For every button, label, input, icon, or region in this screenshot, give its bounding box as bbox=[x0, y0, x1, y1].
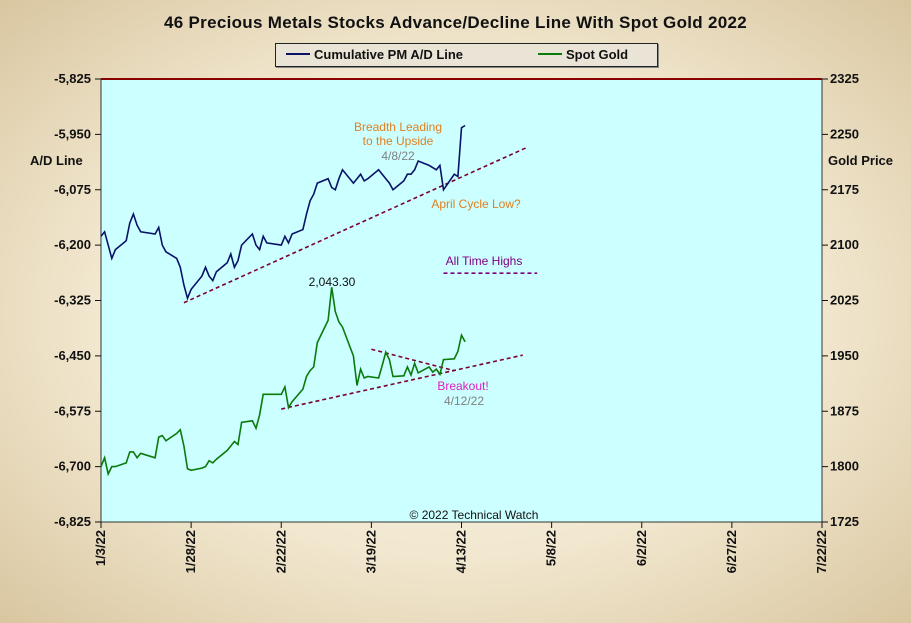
legend-swatch-ad-line bbox=[286, 52, 310, 55]
annotation-copyright: © 2022 Technical Watch bbox=[410, 508, 539, 522]
y-right-tick-label: 2325 bbox=[830, 71, 859, 86]
y-axis-right: 2325 2250 2175 2100 2025 1950 1875 1800 1725 bbox=[822, 71, 859, 529]
x-tick-label: 5/8/22 bbox=[544, 530, 559, 566]
y-right-tick-label: 1950 bbox=[830, 348, 859, 363]
y-left-tick-label: -6,700 bbox=[54, 459, 91, 474]
legend-label-spot-gold: Spot Gold bbox=[566, 47, 629, 62]
y-right-tick-label: 2100 bbox=[830, 237, 859, 252]
y-axis-left: -5,825 -5,950 -6,075 -6,200 -6,325 -6,450 -6,5… bbox=[54, 71, 101, 529]
y-right-tick-label: 2025 bbox=[830, 293, 859, 308]
plot-area bbox=[100, 78, 823, 523]
annotation-all-time-highs: All Time Highs bbox=[446, 254, 523, 268]
annotation-date-4-12-22: 4/12/22 bbox=[444, 394, 484, 408]
y-left-tick-label: -6,200 bbox=[54, 237, 91, 252]
x-tick-label: 6/2/22 bbox=[634, 530, 649, 566]
legend-item-spot-gold: Spot Gold bbox=[538, 47, 628, 62]
y-left-tick-label: -6,825 bbox=[54, 514, 91, 529]
y-left-tick-label: -6,075 bbox=[54, 182, 91, 197]
series-line-gold bbox=[100, 287, 466, 477]
annotation-breakout: Breakout! bbox=[437, 379, 488, 393]
x-tick-label: 2/22/22 bbox=[273, 530, 288, 573]
y-right-tick-label: 2175 bbox=[830, 182, 859, 197]
y-right-tick-label: 1875 bbox=[830, 403, 859, 418]
legend-label-ad-line: Cumulative PM A/D Line bbox=[314, 47, 464, 62]
annotation-to-the-upside: to the Upside bbox=[363, 134, 434, 148]
y-axis-left-label: A/D Line bbox=[30, 153, 83, 168]
x-tick-label: 1/3/22 bbox=[93, 530, 108, 566]
y-axis-right-label: Gold Price bbox=[828, 153, 893, 168]
y-right-tick-label: 1725 bbox=[830, 514, 859, 529]
x-tick-label: 1/28/22 bbox=[183, 530, 198, 573]
y-right-tick-label: 1800 bbox=[830, 459, 859, 474]
annotation-breadth-leading: Breadth Leading bbox=[354, 120, 442, 134]
series-line-ad bbox=[100, 124, 466, 301]
y-left-tick-label: -6,575 bbox=[54, 403, 91, 418]
y-left-tick-label: -6,450 bbox=[54, 348, 91, 363]
x-tick-label: 6/27/22 bbox=[724, 530, 739, 573]
y-right-tick-label: 2250 bbox=[830, 126, 859, 141]
annotation-date-4-8-22: 4/8/22 bbox=[381, 149, 415, 163]
y-left-tick-label: -6,325 bbox=[54, 293, 91, 308]
legend: Cumulative PM A/D Line Spot Gold bbox=[275, 43, 658, 67]
annotation-gold-high-value: 2,043.30 bbox=[309, 275, 356, 289]
x-tick-label: 7/22/22 bbox=[814, 530, 829, 573]
legend-item-ad-line: Cumulative PM A/D Line bbox=[286, 47, 463, 62]
legend-swatch-spot-gold bbox=[538, 52, 562, 55]
x-tick-label: 3/19/22 bbox=[363, 530, 378, 573]
y-left-tick-label: -5,950 bbox=[54, 126, 91, 141]
x-axis: 1/3/22 1/28/22 2/22/22 3/19/22 4/13/22 5/8/22… bbox=[93, 522, 829, 573]
x-tick-label: 4/13/22 bbox=[454, 530, 469, 573]
gold-support-trendline bbox=[281, 354, 523, 410]
chart-title: 46 Precious Metals Stocks Advance/Declin… bbox=[163, 13, 748, 32]
annotation-april-cycle-low: April Cycle Low? bbox=[431, 197, 521, 211]
y-left-tick-label: -5,825 bbox=[54, 71, 91, 86]
